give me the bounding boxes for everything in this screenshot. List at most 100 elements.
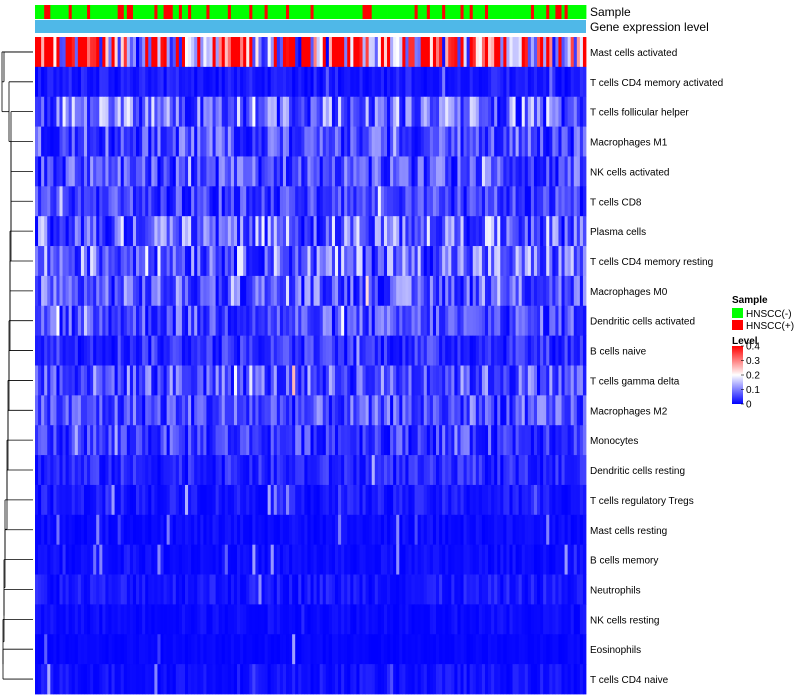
heatmap-cell [267,484,272,516]
sample-annotation-cell [267,5,272,19]
heatmap-cell [105,275,109,307]
heatmap-cell [233,246,238,277]
heatmap-cell [233,455,238,486]
heatmap-cell [99,664,103,695]
heatmap-cell [436,216,440,247]
heatmap-cell [194,156,198,187]
heatmap-cell [570,664,575,695]
heatmap-cell [362,365,366,396]
heatmap-cell [393,574,397,605]
heatmap-cell [47,126,51,157]
heatmap-cell [457,126,461,157]
sample-annotation-cell [359,5,363,19]
heatmap-cell [289,425,293,456]
heatmap-cell [549,37,553,68]
heatmap-cell [451,335,455,366]
legend-tick-label: 0.3 [746,356,760,367]
heatmap-cell [74,395,79,426]
heatmap-cell [77,455,82,486]
heatmap-cell [338,484,342,516]
heatmap-cell [390,544,394,575]
sample-annotation-cell [530,5,535,19]
heatmap-cell [132,335,137,366]
heatmap-cell [555,37,559,68]
heatmap-cell [114,604,119,635]
heatmap-cell [105,96,109,127]
heatmap-cell [469,216,474,247]
heatmap-cell [59,156,63,187]
heatmap-cell [178,66,183,98]
heatmap-cell [478,365,483,396]
heatmap-cell [417,365,422,396]
heatmap-cell [132,186,137,217]
heatmap-cell [209,335,213,366]
heatmap-cell [139,186,143,217]
heatmap-cell [457,574,461,605]
heatmap-cell [38,455,42,486]
heatmap-cell [506,514,510,546]
heatmap-cell [136,305,140,337]
heatmap-cell [582,604,587,635]
heatmap-cell [521,395,526,426]
sample-annotation-cell [83,5,88,19]
heatmap-cell [197,305,201,337]
row-label: Eosinophils [590,645,641,656]
heatmap-cell [365,484,370,516]
row-label: T cells regulatory Tregs [590,496,694,507]
heatmap-cell [83,126,88,157]
heatmap-cell [494,365,498,396]
heatmap-cell [157,37,161,68]
heatmap-cell [405,425,409,456]
heatmap-cell [188,395,192,426]
heatmap-cell [230,335,235,366]
heatmap-cell [491,604,495,635]
heatmap-cell [509,37,513,68]
heatmap-cell [423,335,428,366]
heatmap-cell [573,604,578,635]
heatmap-cell [258,96,262,127]
heatmap-cell [328,126,333,157]
heatmap-cell [576,246,581,277]
heatmap-cell [87,96,91,127]
heatmap-cell [579,365,584,396]
heatmap-cell [77,275,82,307]
heatmap-cell [310,544,314,575]
heatmap-cell [129,604,134,635]
heatmap-cell [350,96,354,127]
sample-annotation-cell [188,5,192,19]
heatmap-cell [261,156,265,187]
heatmap-cell [347,305,351,337]
heatmap-cell [194,544,198,575]
heatmap-cell [518,275,523,307]
heatmap-cell [132,216,137,247]
heatmap-cell [50,484,54,516]
heatmap-cell [451,66,455,98]
heatmap-cell [292,395,296,426]
heatmap-cell [200,275,204,307]
heatmap-cell [181,514,186,546]
heatmap-cell [286,544,290,575]
heatmap-cell [90,305,94,337]
heatmap-cell [38,664,42,695]
heatmap-cell [218,395,223,426]
sample-annotation-cell [509,5,513,19]
heatmap-cell [497,335,501,366]
heatmap-cell [319,305,324,337]
heatmap-cell [417,246,422,277]
heatmap-cell [582,574,587,605]
heatmap-cell [491,544,495,575]
heatmap-cell [442,604,446,635]
heatmap-cell [267,544,272,575]
heatmap-cell [191,305,195,337]
heatmap-cell [209,514,213,546]
heatmap-cell [286,395,290,426]
heatmap-cell [237,544,241,575]
heatmap-cell [561,37,565,68]
heatmap-cell [316,574,321,605]
heatmap-cell [387,216,391,247]
heatmap-cell [573,455,578,486]
heatmap-cell [203,484,207,516]
heatmap-cell [423,455,428,486]
heatmap-cell [65,275,70,307]
heatmap-cell [188,514,192,546]
